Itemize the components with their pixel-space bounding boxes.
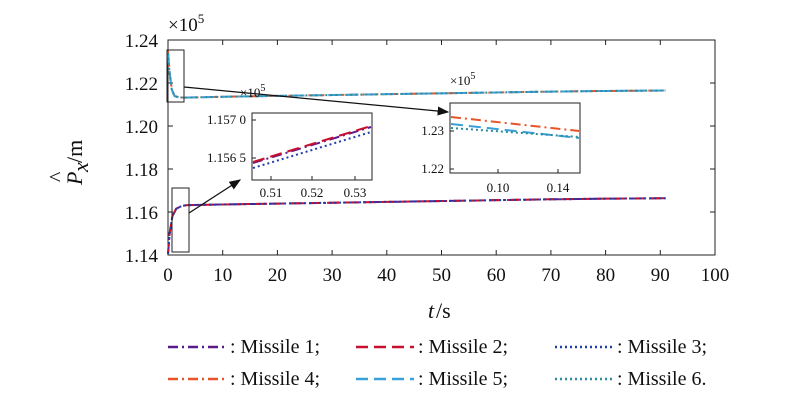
x-tick-label: 90 [651, 265, 670, 286]
plot-area [167, 39, 716, 256]
legend-label-missile-1: : Missile 1; [230, 336, 320, 358]
series-line-missile-1 [167, 197, 666, 255]
inset-upper: ×105 1.23 1.22 0.10 0.14 [421, 71, 581, 195]
series-line-missile-6 [167, 52, 666, 99]
y-tick-label: 1.18 [125, 160, 158, 181]
zoom-arrow-upper [183, 86, 450, 116]
inset-upper-line-missile-4 [450, 116, 580, 132]
y-multiplier: ×105 [168, 11, 204, 36]
inset-lower-ytick-1: 1.157 0 [207, 112, 246, 127]
legend-label-missile-3: : Missile 3; [617, 336, 707, 358]
inset-lower: ×105 1.157 0 1.156 5 0.51 0.52 0.53 [207, 83, 373, 200]
y-tick-label: 1.16 [125, 203, 158, 224]
x-tick-label: 100 [701, 265, 730, 286]
x-tick-label: 70 [541, 265, 560, 286]
zoom-box-upper [166, 49, 185, 103]
y-tick-label: 1.14 [125, 246, 159, 267]
y-axis-label-hat: ^ [44, 171, 69, 182]
x-tick-label: 0 [163, 265, 173, 286]
legend-label-missile-6: : Missile 6. [617, 368, 706, 390]
y-axis-label-sub: x [68, 162, 93, 173]
x-tick-label: 60 [487, 265, 506, 286]
inset-lower-line-missile-3 [252, 131, 372, 169]
x-axis-label-var: t [428, 298, 435, 323]
x-tick-label: 20 [268, 265, 287, 286]
x-axis-label: t /s [428, 298, 451, 323]
inset-upper-ytick-2: 1.22 [421, 161, 444, 176]
inset-lower-frame [251, 112, 373, 181]
y-axis-label: P x /m ^ [44, 140, 93, 186]
y-tick-label: 1.22 [125, 74, 158, 95]
x-tick-label: 50 [432, 265, 451, 286]
x-axis: 0 10 20 30 40 50 60 70 80 90 100 [163, 40, 729, 286]
legend-label-missile-2: : Missile 2; [418, 336, 508, 358]
series-line-missile-3 [167, 197, 666, 255]
y-tick-label: 1.24 [125, 31, 159, 52]
zoom-box-lower [171, 187, 190, 253]
inset-upper-line-missile-6 [450, 127, 580, 138]
inset-lower-line-missile-2 [252, 125, 372, 163]
y-axis-label-unit: /m [62, 140, 87, 163]
inset-upper-xtick-2: 0.14 [547, 180, 570, 195]
legend-label-missile-4: : Missile 4; [230, 368, 320, 390]
x-axis-label-unit: /s [436, 298, 451, 323]
legend: : Missile 1; : Missile 2; : Missile 3; : Mi… [168, 336, 707, 390]
inset-upper-xtick-1: 0.10 [487, 180, 510, 195]
y-axis: 1.14 1.16 1.18 1.20 1.22 1.24 [125, 31, 715, 267]
legend-label-missile-5: : Missile 5; [418, 368, 508, 390]
series-line-missile-2 [167, 197, 666, 255]
x-tick-label: 40 [377, 265, 396, 286]
inset-upper-line-missile-5 [450, 123, 580, 139]
inset-upper-ytick-1: 1.23 [421, 123, 444, 138]
x-tick-label: 80 [596, 265, 615, 286]
zoom-arrow-lower [188, 179, 242, 214]
inset-upper-multiplier: ×105 [450, 71, 475, 88]
y-tick-label: 1.20 [125, 117, 158, 138]
inset-lower-xtick-1: 0.51 [260, 185, 283, 200]
inset-lower-multiplier: ×105 [240, 83, 265, 100]
inset-lower-xtick-3: 0.53 [344, 185, 367, 200]
x-tick-label: 10 [213, 265, 232, 286]
inset-lower-ytick-2: 1.156 5 [207, 150, 246, 165]
x-tick-label: 30 [323, 265, 342, 286]
inset-lower-xtick-2: 0.52 [301, 185, 324, 200]
series-layer [167, 50, 666, 255]
inset-upper-frame [449, 102, 581, 174]
y-axis-label-var: P [62, 172, 87, 186]
